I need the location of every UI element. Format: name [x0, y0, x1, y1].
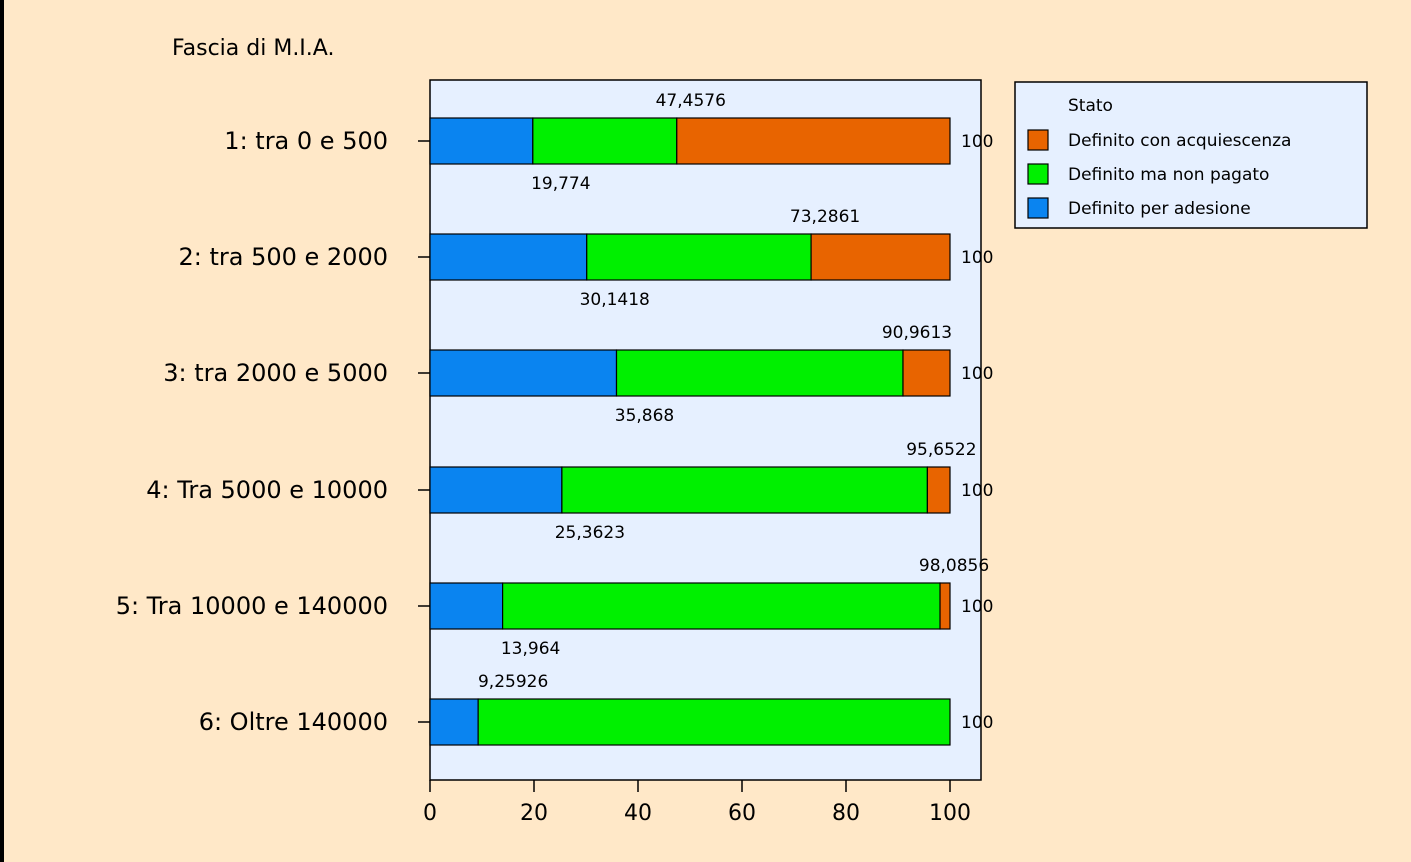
bar-segment: [429, 117, 534, 165]
bar-segment: [429, 466, 563, 514]
bar-segment: [926, 466, 951, 514]
data-label-total: 100: [961, 248, 993, 268]
window-left-border: [0, 0, 4, 862]
data-label-total: 100: [961, 132, 993, 152]
bar-segment: [532, 117, 678, 165]
data-label-total: 100: [961, 597, 993, 617]
legend-box: [1014, 81, 1368, 229]
legend-entries: Definito con acquiescenza Definito ma non…: [1027, 129, 1291, 219]
legend-swatch: [1027, 197, 1049, 219]
data-label-adesione: 9,25926: [478, 672, 548, 692]
data-label-cumulative: 90,9613: [882, 323, 952, 343]
data-labels-group: 19,774 47,4576 100 30,1418 73,2861 100 35,868 9…: [478, 91, 993, 733]
category-labels-group: 1: tra 0 e 500 2: tra 500 e 2000 3: tra 20…: [116, 127, 430, 736]
data-label-cumulative: 73,2861: [790, 207, 860, 227]
category-label: 5: Tra 10000 e 140000: [116, 592, 388, 620]
bar-segment: [615, 349, 904, 397]
legend: Stato Definito con acquiescenzaDefinito …: [1014, 81, 1368, 229]
bar-segment: [429, 233, 588, 281]
data-label-cumulative: 47,4576: [656, 91, 726, 111]
legend-swatch: [1027, 163, 1049, 185]
category-label: 4: Tra 5000 e 10000: [146, 476, 388, 504]
legend-swatch: [1027, 129, 1049, 151]
bar-segment: [586, 233, 812, 281]
x-tick-label: 60: [728, 801, 756, 826]
x-tick-label: 40: [624, 801, 652, 826]
x-tick-label: 20: [520, 801, 548, 826]
data-label-adesione: 35,868: [615, 406, 674, 426]
bars-group: [429, 117, 951, 746]
legend-entry-label: Definito con acquiescenza: [1068, 131, 1291, 151]
data-label-cumulative: 95,6522: [906, 440, 976, 460]
bar-segment: [477, 698, 951, 746]
category-label: 2: tra 500 e 2000: [178, 243, 388, 271]
bar-segment: [429, 582, 504, 630]
data-label-adesione: 19,774: [531, 174, 590, 194]
bar-segment: [810, 233, 951, 281]
bar-segment: [429, 698, 479, 746]
bar-segment: [676, 117, 951, 165]
data-label-adesione: 25,3623: [555, 523, 625, 543]
legend-entry-label: Definito ma non pagato: [1068, 165, 1269, 185]
category-axis-title: Fascia di M.I.A.: [172, 36, 334, 61]
x-axis-ticks-group: 0 20 40 60 80 100: [423, 780, 971, 826]
x-tick-label: 0: [423, 801, 437, 826]
data-label-adesione: 13,964: [501, 639, 560, 659]
category-label: 6: Oltre 140000: [199, 708, 388, 736]
legend-title: Stato: [1068, 96, 1113, 116]
legend-entry-label: Definito per adesione: [1068, 199, 1251, 219]
bar-segment: [429, 349, 618, 397]
data-label-total: 100: [961, 364, 993, 384]
x-tick-label: 100: [929, 801, 971, 826]
x-tick-label: 80: [832, 801, 860, 826]
bar-segment: [502, 582, 941, 630]
data-label-adesione: 30,1418: [580, 290, 650, 310]
bar-segment: [561, 466, 928, 514]
category-label: 3: tra 2000 e 5000: [163, 359, 388, 387]
plot-area: [429, 79, 982, 781]
category-label: 1: tra 0 e 500: [224, 127, 388, 155]
bar-segment: [939, 582, 951, 630]
data-label-cumulative: 98,0856: [919, 556, 989, 576]
data-label-total: 100: [961, 481, 993, 501]
bar-segment: [902, 349, 951, 397]
data-label-total: 100: [961, 713, 993, 733]
